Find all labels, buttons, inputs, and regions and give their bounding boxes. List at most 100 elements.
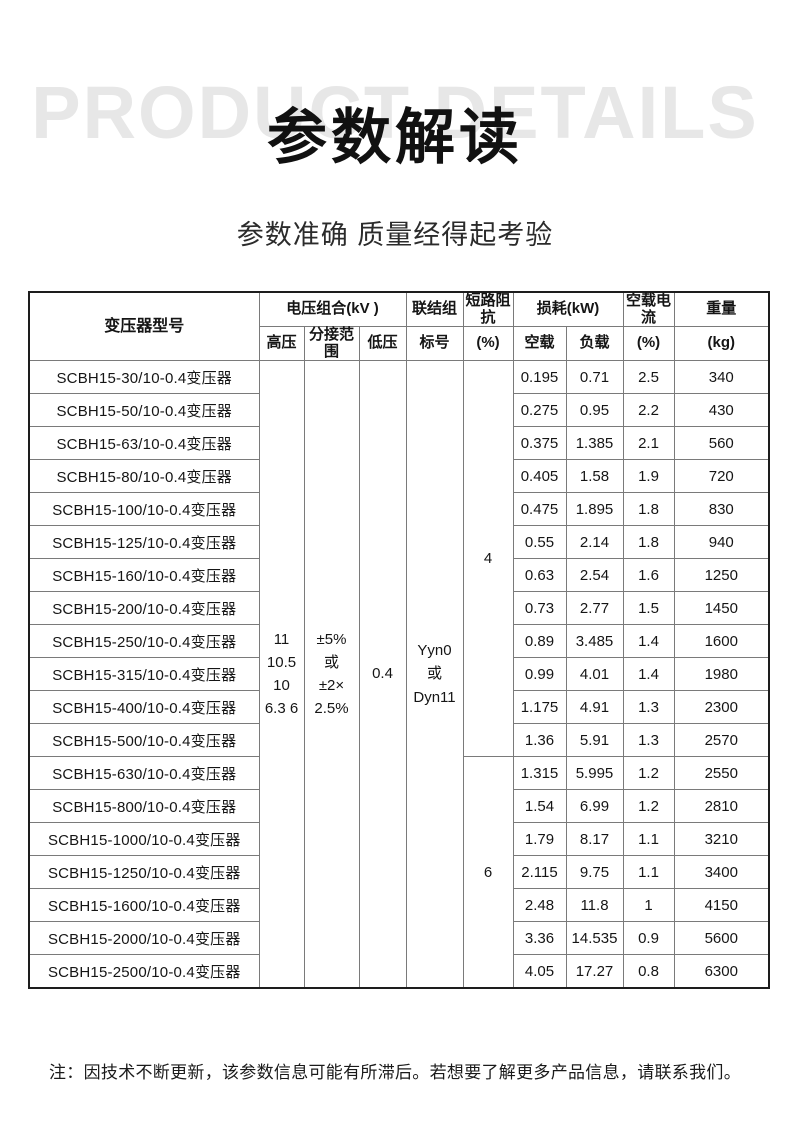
header-no-load-current-unit: (%) bbox=[622, 326, 675, 361]
table-row: SCBH15-315/10-0.4变压器 0.99 4.01 1.4 1980 bbox=[28, 657, 770, 691]
cell-impedance-group-1: 4 bbox=[462, 360, 514, 757]
cell-weight: 720 bbox=[673, 459, 770, 493]
cell-model: SCBH15-315/10-0.4变压器 bbox=[28, 657, 260, 691]
cell-load-loss: 4.91 bbox=[565, 690, 624, 724]
cell-no-load-current: 2.2 bbox=[622, 393, 675, 427]
cell-model: SCBH15-50/10-0.4变压器 bbox=[28, 393, 260, 427]
table-row: SCBH15-63/10-0.4变压器 0.375 1.385 2.1 560 bbox=[28, 426, 770, 460]
cell-no-load-loss: 0.99 bbox=[512, 657, 567, 691]
cell-load-loss: 4.01 bbox=[565, 657, 624, 691]
cell-load-loss: 5.91 bbox=[565, 723, 624, 757]
cell-model: SCBH15-100/10-0.4变压器 bbox=[28, 492, 260, 526]
header-low-voltage: 低压 bbox=[358, 326, 407, 361]
table-row: SCBH15-160/10-0.4变压器 0.63 2.54 1.6 1250 bbox=[28, 558, 770, 592]
page-header: PRODUCT DETAILS 参数解读 参数准确 质量经得起考验 bbox=[0, 0, 790, 260]
cell-weight: 3210 bbox=[673, 822, 770, 856]
cell-load-loss: 1.895 bbox=[565, 492, 624, 526]
cell-no-load-current: 1.2 bbox=[622, 789, 675, 823]
cell-no-load-current: 1 bbox=[622, 888, 675, 922]
cell-no-load-loss: 0.375 bbox=[512, 426, 567, 460]
cell-no-load-loss: 2.48 bbox=[512, 888, 567, 922]
cell-no-load-current: 0.9 bbox=[622, 921, 675, 955]
cell-no-load-current: 1.3 bbox=[622, 723, 675, 757]
cell-load-loss: 5.995 bbox=[565, 756, 624, 790]
cell-weight: 1450 bbox=[673, 591, 770, 625]
table-head: 变压器型号 电压组合(kV ) 联结组 短路阻抗 损耗(kW) 空载电流 重量 … bbox=[28, 291, 770, 361]
cell-weight: 3400 bbox=[673, 855, 770, 889]
header-connection-group: 联结组 bbox=[405, 291, 464, 327]
cell-tap-range: ±5% 或 ±2× 2.5% bbox=[303, 360, 360, 989]
cell-model: SCBH15-30/10-0.4变压器 bbox=[28, 360, 260, 394]
cell-model: SCBH15-1000/10-0.4变压器 bbox=[28, 822, 260, 856]
cell-load-loss: 11.8 bbox=[565, 888, 624, 922]
cell-load-loss: 6.99 bbox=[565, 789, 624, 823]
cell-no-load-current: 2.1 bbox=[622, 426, 675, 460]
cell-weight: 2810 bbox=[673, 789, 770, 823]
cell-no-load-current: 1.8 bbox=[622, 492, 675, 526]
cell-model: SCBH15-200/10-0.4变压器 bbox=[28, 591, 260, 625]
cell-no-load-loss: 0.55 bbox=[512, 525, 567, 559]
header-load-loss: 负载 bbox=[565, 326, 624, 361]
cell-no-load-loss: 1.36 bbox=[512, 723, 567, 757]
cell-load-loss: 9.75 bbox=[565, 855, 624, 889]
cell-no-load-loss: 0.475 bbox=[512, 492, 567, 526]
page-title: 参数解读 bbox=[267, 104, 523, 171]
spec-table-container: 变压器型号 电压组合(kV ) 联结组 短路阻抗 损耗(kW) 空载电流 重量 … bbox=[28, 291, 770, 989]
table-body: SCBH15-30/10-0.4变压器 11 10.5 10 6.3 6 ±5% 或 ±2× 2… bbox=[28, 360, 770, 989]
cell-weight: 2300 bbox=[673, 690, 770, 724]
cell-load-loss: 3.485 bbox=[565, 624, 624, 658]
cell-load-loss: 17.27 bbox=[565, 954, 624, 989]
cell-weight: 4150 bbox=[673, 888, 770, 922]
cell-weight: 340 bbox=[673, 360, 770, 394]
cell-weight: 5600 bbox=[673, 921, 770, 955]
cell-no-load-current: 1.9 bbox=[622, 459, 675, 493]
cell-model: SCBH15-1600/10-0.4变压器 bbox=[28, 888, 260, 922]
cell-low-voltage: 0.4 bbox=[358, 360, 407, 989]
cell-model: SCBH15-1250/10-0.4变压器 bbox=[28, 855, 260, 889]
cell-no-load-current: 1.1 bbox=[622, 855, 675, 889]
cell-load-loss: 1.385 bbox=[565, 426, 624, 460]
cell-no-load-current: 1.1 bbox=[622, 822, 675, 856]
cell-no-load-loss: 0.275 bbox=[512, 393, 567, 427]
table-row: SCBH15-2000/10-0.4变压器 3.36 14.535 0.9 5600 bbox=[28, 921, 770, 955]
cell-load-loss: 2.14 bbox=[565, 525, 624, 559]
header-weight-unit: (kg) bbox=[673, 326, 770, 361]
table-row: SCBH15-400/10-0.4变压器 1.175 4.91 1.3 2300 bbox=[28, 690, 770, 724]
cell-load-loss: 2.54 bbox=[565, 558, 624, 592]
cell-load-loss: 2.77 bbox=[565, 591, 624, 625]
cell-no-load-loss: 1.175 bbox=[512, 690, 567, 724]
cell-load-loss: 8.17 bbox=[565, 822, 624, 856]
table-row: SCBH15-2500/10-0.4变压器 4.05 17.27 0.8 6300 bbox=[28, 954, 770, 989]
cell-model: SCBH15-63/10-0.4变压器 bbox=[28, 426, 260, 460]
header-loss: 损耗(kW) bbox=[512, 291, 624, 327]
table-row: SCBH15-30/10-0.4变压器 11 10.5 10 6.3 6 ±5% 或 ±2× 2… bbox=[28, 360, 770, 989]
cell-no-load-loss: 0.405 bbox=[512, 459, 567, 493]
cell-model: SCBH15-800/10-0.4变压器 bbox=[28, 789, 260, 823]
cell-impedance-group-2: 6 bbox=[462, 756, 514, 989]
cell-model: SCBH15-400/10-0.4变压器 bbox=[28, 690, 260, 724]
cell-model: SCBH15-630/10-0.4变压器 bbox=[28, 756, 260, 790]
table-row: SCBH15-800/10-0.4变压器 1.54 6.99 1.2 2810 bbox=[28, 789, 770, 823]
cell-weight: 830 bbox=[673, 492, 770, 526]
footer-note: 注：因技术不断更新，该参数信息可能有所滞后。若想要了解更多产品信息，请联系我们。 bbox=[49, 1063, 741, 1082]
cell-no-load-loss: 0.89 bbox=[512, 624, 567, 658]
cell-no-load-loss: 0.195 bbox=[512, 360, 567, 394]
header-connection-symbol: 标号 bbox=[405, 326, 464, 361]
cell-no-load-current: 1.2 bbox=[622, 756, 675, 790]
cell-no-load-current: 0.8 bbox=[622, 954, 675, 989]
page-subtitle: 参数准确 质量经得起考验 bbox=[236, 220, 554, 250]
cell-no-load-loss: 4.05 bbox=[512, 954, 567, 989]
cell-no-load-loss: 0.73 bbox=[512, 591, 567, 625]
cell-weight: 1980 bbox=[673, 657, 770, 691]
cell-no-load-current: 1.6 bbox=[622, 558, 675, 592]
cell-weight: 1250 bbox=[673, 558, 770, 592]
cell-no-load-current: 1.3 bbox=[622, 690, 675, 724]
cell-model: SCBH15-160/10-0.4变压器 bbox=[28, 558, 260, 592]
cell-high-voltage: 11 10.5 10 6.3 6 bbox=[258, 360, 305, 989]
header-weight: 重量 bbox=[673, 291, 770, 327]
cell-no-load-current: 1.8 bbox=[622, 525, 675, 559]
header-model: 变压器型号 bbox=[28, 291, 260, 361]
table-row: SCBH15-1000/10-0.4变压器 1.79 8.17 1.1 3210 bbox=[28, 822, 770, 856]
table-row: SCBH15-1600/10-0.4变压器 2.48 11.8 1 4150 bbox=[28, 888, 770, 922]
cell-no-load-loss: 1.79 bbox=[512, 822, 567, 856]
